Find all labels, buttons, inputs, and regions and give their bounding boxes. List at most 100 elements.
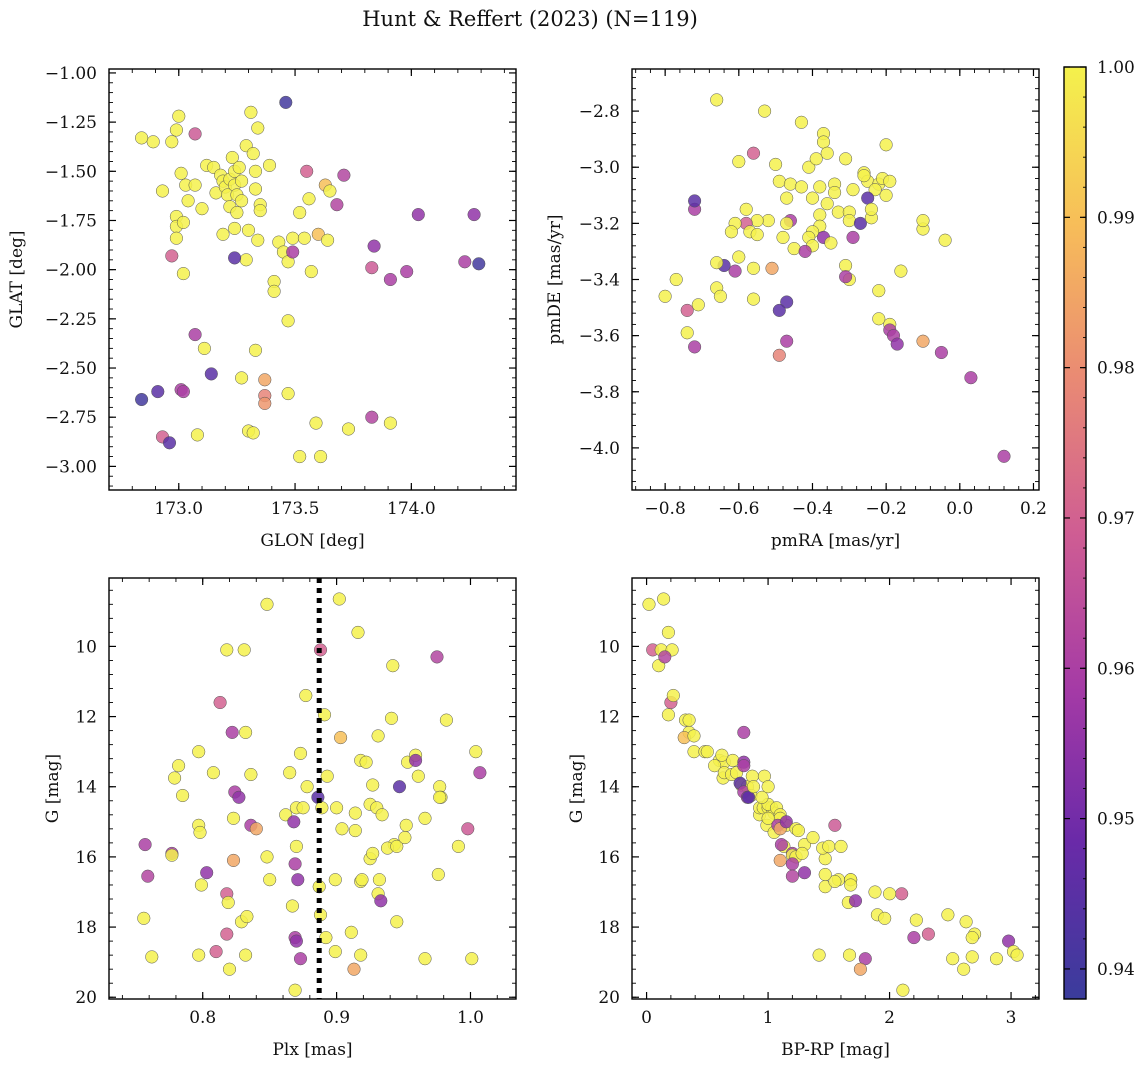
- x-tick-label: 173.5: [271, 499, 320, 519]
- data-point: [411, 208, 425, 222]
- data-point: [846, 183, 860, 197]
- data-point: [812, 948, 826, 962]
- data-point: [172, 759, 186, 773]
- data-point: [642, 597, 656, 611]
- data-point: [165, 848, 179, 862]
- data-point: [750, 214, 764, 228]
- y-tick-label: −1.75: [45, 211, 97, 231]
- data-point: [334, 731, 348, 745]
- data-point: [828, 874, 842, 889]
- data-point: [230, 206, 244, 220]
- colorbar-frame: [1063, 66, 1087, 1000]
- data-point: [174, 166, 188, 180]
- data-point: [746, 261, 761, 275]
- y-tick-label: 18: [75, 918, 97, 938]
- data-point: [192, 948, 206, 962]
- data-point: [146, 135, 160, 149]
- data-point: [848, 894, 863, 908]
- data-point: [366, 846, 380, 860]
- data-point: [965, 931, 979, 945]
- data-point: [857, 169, 871, 183]
- data-point: [251, 233, 265, 247]
- data-point: [244, 767, 258, 782]
- data-point: [813, 180, 827, 194]
- x-axis-label: Plx [mas]: [272, 1040, 352, 1060]
- data-point: [371, 729, 385, 743]
- y-axis-label: G [mag]: [567, 754, 587, 823]
- data-point: [288, 983, 302, 997]
- data-point: [351, 625, 365, 639]
- data-point: [400, 265, 414, 279]
- y-tick-label: −1.00: [45, 64, 97, 84]
- y-tick-label: −2.50: [45, 359, 97, 379]
- data-point: [934, 345, 948, 360]
- data-point: [785, 857, 799, 871]
- data-point: [348, 824, 362, 838]
- colorbar-gradient: [1064, 67, 1086, 999]
- data-point: [309, 416, 323, 430]
- data-point: [418, 811, 432, 825]
- x-tick-label: 1: [763, 1008, 774, 1028]
- data-point: [769, 157, 783, 171]
- data-point: [783, 177, 797, 191]
- data-point: [439, 713, 453, 727]
- x-tick-label: 3: [1006, 1008, 1017, 1028]
- data-point: [688, 340, 702, 354]
- y-tick-label: −2.25: [45, 310, 97, 330]
- data-point: [946, 952, 960, 966]
- data-point: [797, 866, 812, 880]
- y-tick-label: −3.00: [45, 457, 97, 477]
- y-tick-label: 20: [598, 988, 620, 1008]
- data-point: [780, 216, 794, 230]
- data-point: [300, 164, 314, 178]
- data-point: [200, 866, 214, 880]
- y-axis-label: GLAT [deg]: [7, 230, 27, 328]
- data-point: [787, 242, 801, 256]
- data-point: [772, 174, 786, 188]
- data-point: [895, 887, 909, 901]
- data-point: [165, 249, 179, 263]
- data-point: [258, 373, 272, 387]
- scatter-points: [658, 93, 1011, 463]
- data-point: [739, 202, 753, 216]
- data-point: [853, 216, 867, 230]
- scatter-points: [642, 592, 1024, 997]
- x-axis-label: BP-RP [mag]: [781, 1040, 890, 1060]
- data-point: [193, 825, 207, 839]
- data-point: [279, 95, 293, 109]
- data-point: [765, 261, 779, 275]
- data-point: [746, 780, 761, 794]
- data-point: [169, 123, 183, 137]
- data-point: [355, 873, 369, 887]
- data-point: [176, 788, 190, 803]
- data-point: [354, 948, 368, 962]
- data-point: [691, 298, 705, 312]
- data-point: [728, 264, 742, 278]
- y-axis-label: G [mag]: [43, 754, 63, 823]
- data-point: [472, 257, 486, 271]
- y-tick-label: −3.4: [579, 271, 620, 291]
- data-point: [700, 745, 714, 759]
- data-point: [226, 853, 241, 867]
- data-point: [162, 436, 177, 450]
- data-point: [779, 815, 793, 829]
- data-point: [883, 174, 897, 188]
- data-point: [225, 725, 239, 739]
- data-point: [878, 911, 892, 925]
- data-point: [288, 857, 302, 871]
- panel-pmra-pmde: −0.8 −0.6 −0.4 −0.2 0.0 0.2 −2.8 −3.0 −3.2 −3.4 −3…: [545, 68, 1047, 551]
- data-point: [661, 625, 675, 639]
- data-point: [220, 643, 234, 657]
- x-axis-label: GLON [deg]: [260, 531, 364, 551]
- data-point: [190, 428, 204, 442]
- data-point: [409, 753, 423, 767]
- data-point: [176, 267, 190, 281]
- data-point: [669, 272, 683, 287]
- data-point: [283, 766, 297, 780]
- data-point: [883, 887, 897, 901]
- data-point: [794, 115, 808, 129]
- data-point: [367, 239, 381, 253]
- data-point: [774, 838, 788, 852]
- x-tick-label: −0.2: [866, 499, 907, 519]
- data-point: [258, 396, 272, 410]
